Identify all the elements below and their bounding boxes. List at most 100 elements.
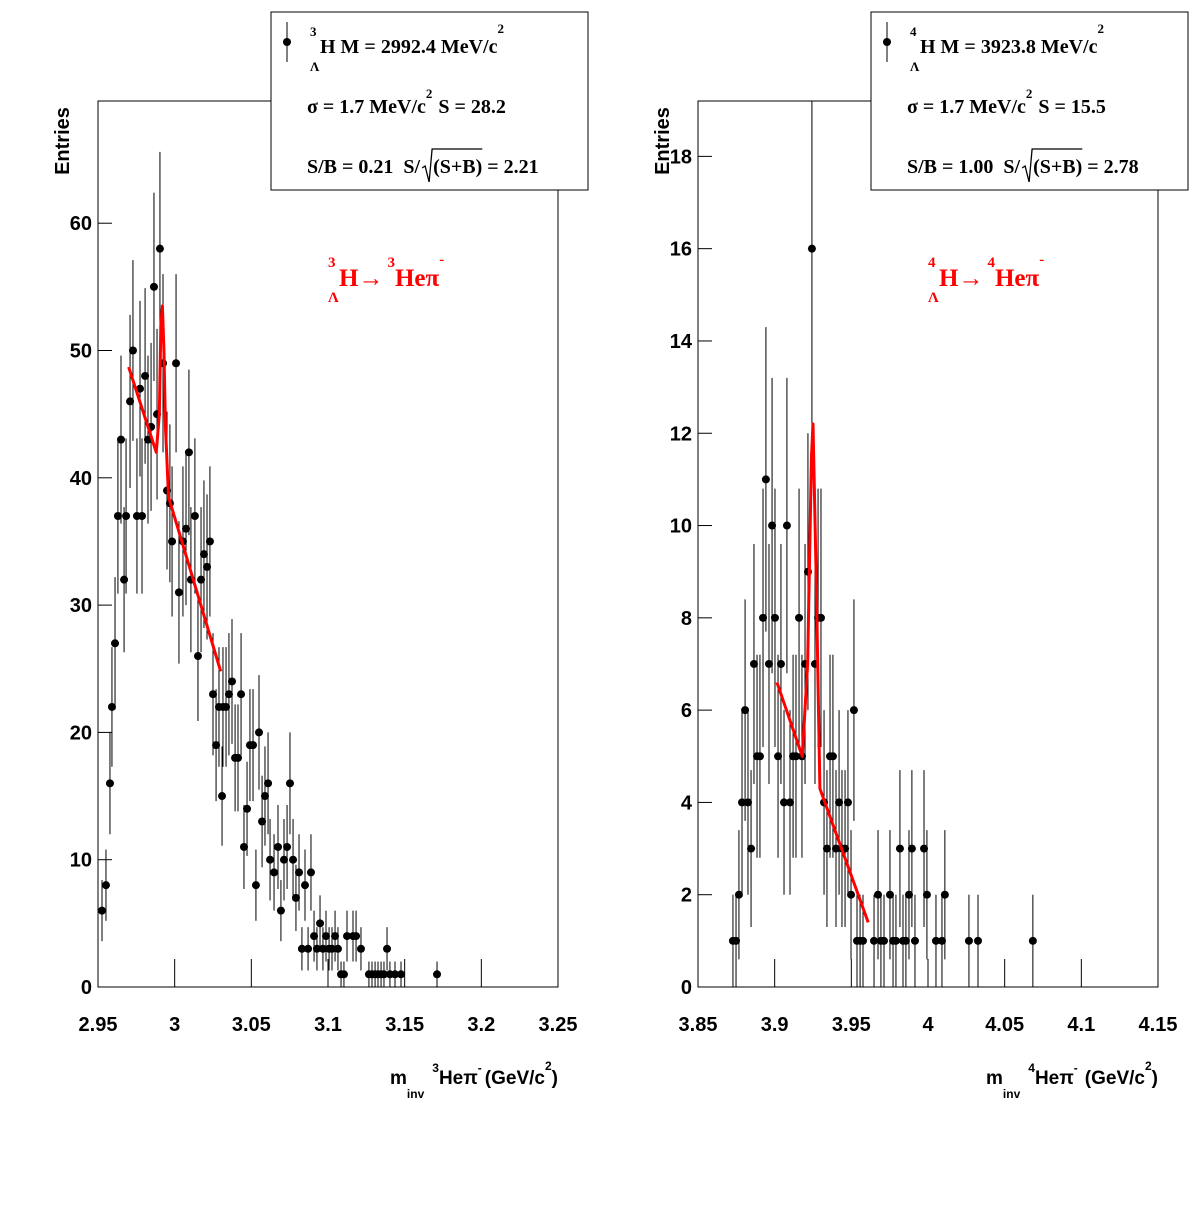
data-point bbox=[312, 944, 321, 953]
x-label-part: 3 bbox=[432, 1061, 439, 1075]
legend-part: S = 15.5 bbox=[1038, 96, 1106, 118]
annotation-lambda: Λ bbox=[928, 290, 939, 306]
y-tick-label: 60 bbox=[70, 213, 92, 235]
data-point bbox=[352, 932, 361, 941]
data-point bbox=[904, 890, 913, 899]
data-point bbox=[920, 844, 929, 853]
data-point bbox=[907, 844, 916, 853]
y-tick-label: 6 bbox=[681, 700, 692, 722]
x-axis-label: minv 3Heπ- (GeV/c2) bbox=[390, 1059, 558, 1101]
data-point bbox=[874, 890, 883, 899]
data-point bbox=[310, 932, 319, 941]
x-tick-label: 3.25 bbox=[539, 1014, 578, 1036]
annotation-part: H→ bbox=[939, 265, 983, 292]
data-point bbox=[339, 970, 348, 979]
y-tick-label: 4 bbox=[681, 792, 693, 814]
y-tick-label: 20 bbox=[70, 722, 92, 744]
data-point bbox=[316, 919, 325, 928]
x-tick-label: 3.2 bbox=[467, 1014, 495, 1036]
data-point bbox=[155, 244, 164, 253]
x-label-part: inv bbox=[1003, 1087, 1021, 1101]
data-point bbox=[264, 779, 273, 788]
x-label-part: ) bbox=[552, 1068, 558, 1089]
y-axis-label: Entries bbox=[52, 107, 74, 175]
data-point bbox=[931, 936, 940, 945]
data-point bbox=[780, 798, 789, 807]
panel: 2.95 3 3.05 3.1 3.15 3.2 3.25 0 10 20 30 40 50 60 Entr… bbox=[52, 11, 589, 1101]
legend-ratio: S/B = 1.00 S/ bbox=[907, 156, 1021, 178]
data-point bbox=[396, 970, 405, 979]
data-point bbox=[193, 652, 202, 661]
data-point bbox=[304, 944, 313, 953]
y-tick-label: 12 bbox=[670, 423, 692, 445]
data-point bbox=[318, 944, 327, 953]
data-point bbox=[260, 792, 269, 801]
data-point bbox=[122, 511, 131, 520]
data-point bbox=[774, 752, 783, 761]
x-tick-label: 3.1 bbox=[314, 1014, 342, 1036]
data-point bbox=[379, 970, 388, 979]
data-point bbox=[807, 244, 816, 253]
data-point bbox=[212, 741, 221, 750]
data-point bbox=[1028, 936, 1037, 945]
data-point bbox=[828, 752, 837, 761]
data-point bbox=[105, 779, 114, 788]
data-point bbox=[203, 562, 212, 571]
data-point bbox=[743, 798, 752, 807]
data-point bbox=[279, 855, 288, 864]
x-tick-label: 3.15 bbox=[385, 1014, 424, 1036]
legend-part: 2 bbox=[1097, 21, 1104, 36]
x-tick-label: 3.05 bbox=[232, 1014, 271, 1036]
data-point bbox=[964, 936, 973, 945]
data-point bbox=[258, 817, 267, 826]
data-point bbox=[732, 936, 741, 945]
data-point bbox=[172, 359, 181, 368]
data-point bbox=[910, 936, 919, 945]
y-tick-label: 50 bbox=[70, 341, 92, 363]
data-point bbox=[885, 890, 894, 899]
data-point bbox=[301, 881, 309, 890]
y-tick-label: 16 bbox=[670, 239, 692, 261]
annotation-lambda: Λ bbox=[328, 290, 339, 306]
data-points bbox=[728, 101, 1037, 987]
legend-width: σ = 1.7 MeV/c2 S = 28.2 bbox=[307, 86, 506, 118]
data-point bbox=[847, 890, 856, 899]
fit-curve bbox=[127, 304, 223, 672]
legend-part: σ = 1.7 MeV/c bbox=[307, 96, 426, 118]
x-label-part: (GeV/c bbox=[485, 1068, 546, 1089]
x-tick-label: 3.9 bbox=[761, 1014, 789, 1036]
data-point bbox=[749, 659, 758, 668]
data-point bbox=[251, 881, 260, 890]
data-point bbox=[782, 521, 791, 530]
data-point bbox=[141, 371, 150, 380]
legend-ratio: S/B = 0.21 S/ bbox=[307, 156, 421, 178]
legend-mass: H M = 3923.8 MeV/c2 bbox=[920, 21, 1104, 58]
data-point bbox=[849, 706, 858, 715]
annotation-part: - bbox=[439, 252, 444, 268]
legend-mass: H M = 2992.4 MeV/c2 bbox=[320, 21, 504, 58]
data-point bbox=[333, 944, 342, 953]
legend-part: 2 bbox=[497, 21, 504, 36]
data-point bbox=[239, 842, 248, 851]
x-label-part: - bbox=[1074, 1061, 1078, 1075]
data-point bbox=[126, 397, 135, 406]
data-point bbox=[776, 659, 785, 668]
legend-part: 2 bbox=[1026, 86, 1033, 101]
data-point bbox=[138, 511, 147, 520]
data-point bbox=[243, 804, 252, 813]
data-point bbox=[734, 890, 743, 899]
x-label-part: ) bbox=[1152, 1068, 1158, 1089]
legend-marker bbox=[283, 38, 291, 46]
data-point bbox=[222, 702, 231, 711]
data-point bbox=[233, 753, 242, 762]
data-point bbox=[285, 779, 294, 788]
data-point bbox=[149, 282, 158, 291]
data-point bbox=[391, 970, 400, 979]
data-point bbox=[184, 448, 193, 457]
data-point bbox=[283, 842, 292, 851]
annotation-part: Heπ bbox=[395, 265, 440, 292]
data-point bbox=[128, 346, 137, 355]
data-point bbox=[117, 435, 125, 444]
